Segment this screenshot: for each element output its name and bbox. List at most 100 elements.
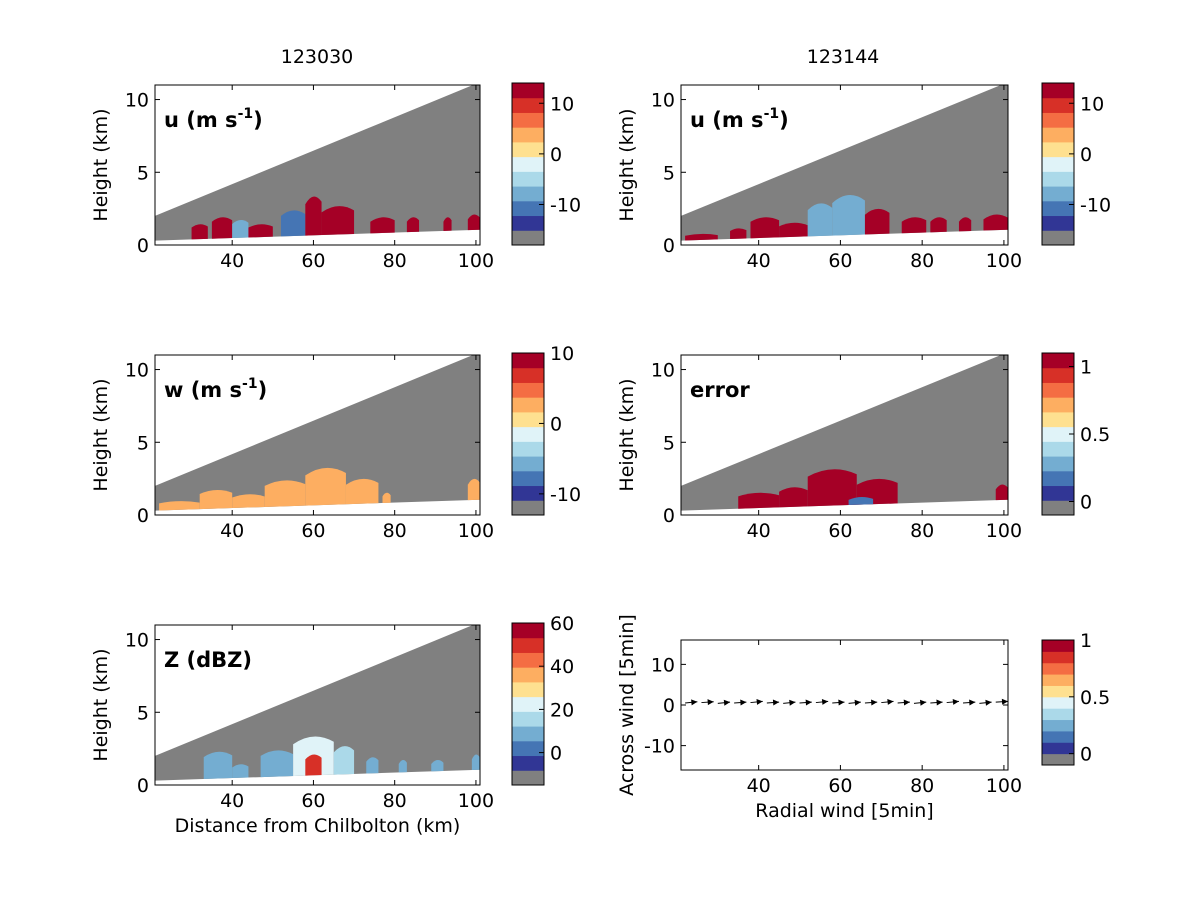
scan-wedge bbox=[681, 355, 1008, 511]
colorbar-swatch bbox=[1042, 200, 1074, 217]
colorbar-swatch bbox=[512, 397, 544, 413]
colorbar-swatch bbox=[512, 726, 544, 742]
colorbar-swatch bbox=[1042, 470, 1074, 487]
echo-region bbox=[382, 492, 391, 503]
colorbar-tick-label: 40 bbox=[550, 656, 574, 678]
colorbar-swatch bbox=[512, 83, 544, 99]
colorbar-swatch bbox=[1042, 456, 1074, 472]
wind-arrow bbox=[897, 699, 910, 706]
y-tick-label: 10 bbox=[125, 90, 149, 112]
colorbar-swatch bbox=[1042, 674, 1074, 686]
echo-region bbox=[685, 233, 718, 241]
y-tick-label: 5 bbox=[663, 432, 675, 454]
colorbar: 10.50 bbox=[1041, 630, 1110, 766]
colorbar-swatch bbox=[1042, 662, 1074, 675]
colorbar: 60 40 20 0 bbox=[511, 613, 574, 786]
colorbar-swatch bbox=[1042, 685, 1074, 698]
axes-frame bbox=[680, 639, 1009, 771]
y-tick-label: 10 bbox=[651, 654, 675, 676]
plot-area bbox=[155, 85, 480, 241]
echo-region bbox=[232, 494, 265, 509]
y-tick-label: 10 bbox=[125, 360, 149, 382]
colorbar: 10.50 bbox=[1041, 352, 1110, 516]
colorbar-swatch bbox=[1042, 230, 1074, 246]
colorbar-frame bbox=[1041, 639, 1075, 766]
echo-region bbox=[280, 210, 306, 237]
echo-region bbox=[345, 478, 379, 505]
colorbar-swatch bbox=[1042, 708, 1074, 721]
x-tick-label: 40 bbox=[747, 250, 771, 272]
colorbar-tick-label: -10 bbox=[1080, 195, 1111, 217]
wind-arrow bbox=[750, 698, 763, 705]
echo-region bbox=[199, 490, 233, 510]
wind-arrow bbox=[799, 699, 812, 706]
colorbar-swatch bbox=[512, 156, 544, 172]
plot-area bbox=[681, 355, 1008, 511]
scan-wedge bbox=[155, 625, 480, 781]
echo-region bbox=[406, 217, 420, 233]
echo-region bbox=[779, 222, 808, 238]
colorbar-swatch bbox=[1042, 640, 1074, 652]
x-tick-label: 60 bbox=[301, 790, 325, 812]
colorbar-swatch bbox=[1042, 397, 1074, 413]
y-axis-label: Across wind [5min] bbox=[616, 614, 638, 796]
echo-region bbox=[211, 217, 233, 239]
panel-Z-123030: 40 60 80 100 0 5 10 Z (dBZ) Height (km) Distance … bbox=[90, 613, 574, 837]
colorbar-tick-label: 0.5 bbox=[1080, 687, 1110, 709]
colorbar: 10 0 -10 bbox=[511, 343, 581, 516]
wind-arrow bbox=[913, 699, 927, 706]
colorbar-swatch bbox=[512, 485, 544, 501]
colorbar-swatch bbox=[512, 500, 544, 516]
echo-region bbox=[738, 492, 780, 509]
column-title-left: 123030 bbox=[281, 46, 354, 68]
colorbar-swatch bbox=[512, 456, 544, 472]
colorbar-swatch bbox=[512, 623, 544, 639]
colorbar-tick-label: -10 bbox=[550, 195, 581, 217]
colorbar-tick-label: -10 bbox=[550, 484, 581, 506]
echo-region bbox=[248, 224, 273, 238]
wind-arrow bbox=[766, 699, 780, 706]
x-tick-label: 80 bbox=[383, 250, 407, 272]
colorbar-swatch bbox=[512, 411, 544, 428]
colorbar-tick-label: 0 bbox=[550, 144, 562, 166]
x-tick-label: 40 bbox=[220, 790, 244, 812]
colorbar-swatch bbox=[1042, 156, 1074, 172]
axes-frame bbox=[154, 84, 481, 246]
colorbar-tick-label: 10 bbox=[550, 93, 574, 115]
echo-region bbox=[467, 214, 480, 231]
x-tick-label: 100 bbox=[458, 790, 494, 812]
wind-arrow bbox=[946, 698, 959, 705]
y-axis-label: Height (km) bbox=[90, 648, 112, 761]
echo-region bbox=[807, 203, 833, 237]
axes-frame bbox=[680, 354, 1009, 516]
colorbar-swatch bbox=[512, 97, 544, 113]
colorbar-swatch bbox=[1042, 353, 1074, 369]
wind-arrow bbox=[930, 699, 943, 706]
echo-region bbox=[930, 217, 947, 233]
colorbar-frame bbox=[511, 622, 545, 786]
echo-region bbox=[779, 487, 808, 508]
colorbar-swatch bbox=[1042, 382, 1074, 398]
colorbar-swatch bbox=[512, 755, 544, 771]
colorbar-tick-label: 0 bbox=[1080, 492, 1092, 514]
x-tick-label: 60 bbox=[301, 520, 325, 542]
colorbar-swatch bbox=[512, 470, 544, 487]
colorbar-swatch bbox=[1042, 730, 1074, 743]
y-tick-label: 10 bbox=[651, 90, 675, 112]
echo-region bbox=[333, 746, 355, 775]
colorbar-frame bbox=[1041, 82, 1075, 246]
y-tick-label: 5 bbox=[137, 432, 149, 454]
colorbar-swatch bbox=[512, 681, 544, 698]
colorbar: 10 0 -10 bbox=[1041, 82, 1111, 246]
y-axis-label: Height (km) bbox=[90, 378, 112, 491]
echo-region bbox=[191, 224, 208, 240]
colorbar-swatch bbox=[512, 426, 544, 442]
colorbar: 10 0 -10 bbox=[511, 82, 581, 246]
colorbar-swatch bbox=[1042, 719, 1074, 732]
axes-frame bbox=[154, 624, 481, 786]
colorbar-swatch bbox=[512, 230, 544, 246]
echo-region bbox=[232, 220, 249, 239]
echo-region bbox=[443, 217, 452, 231]
